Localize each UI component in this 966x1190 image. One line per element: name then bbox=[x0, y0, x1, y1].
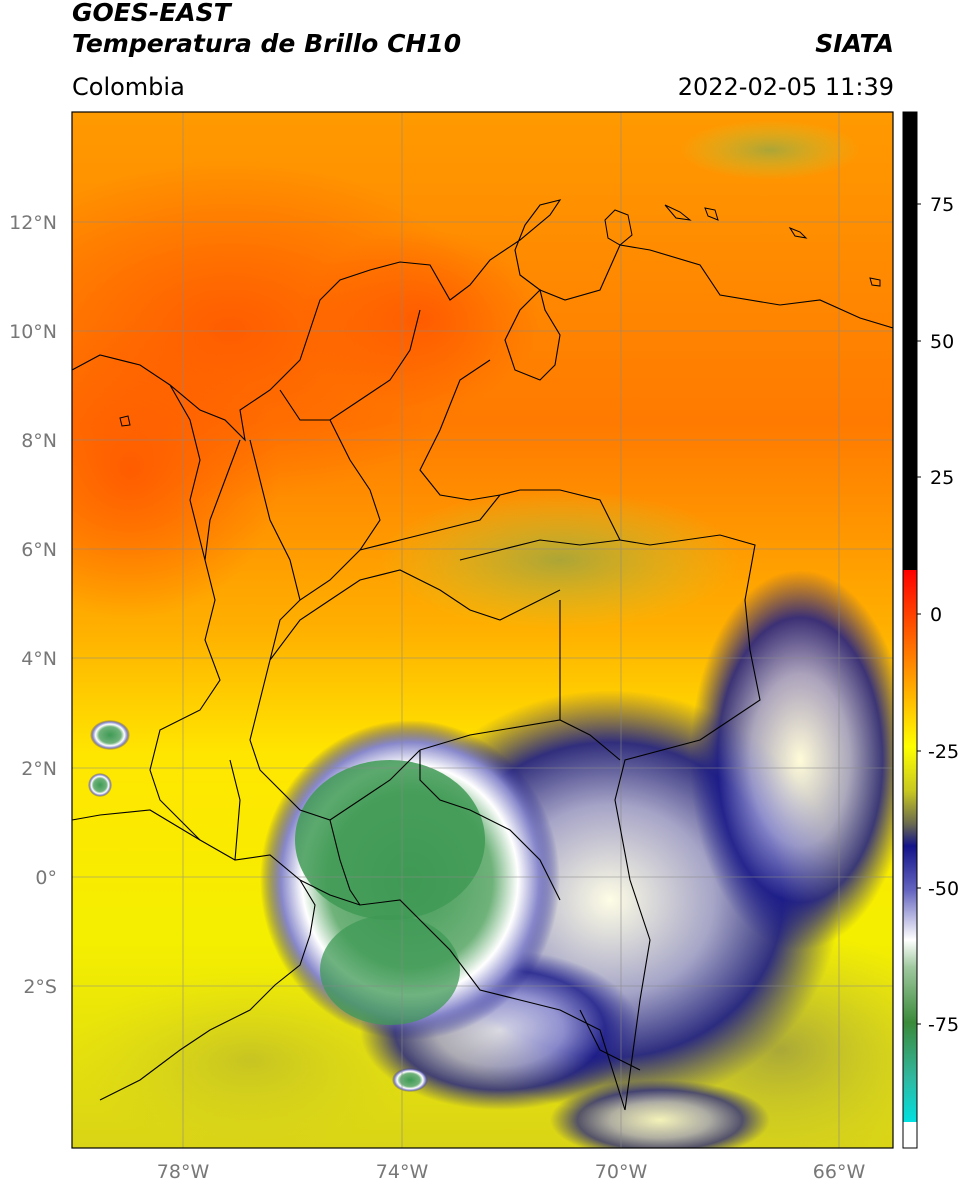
satellite-image bbox=[72, 112, 893, 1148]
satellite-title: GOES-EAST bbox=[72, 0, 231, 27]
longitude-labels: 78°W 74°W 70°W 66°W bbox=[157, 1161, 866, 1183]
product-title: Temperatura de Brillo CH10 bbox=[72, 29, 462, 58]
coastlines-borders bbox=[72, 199, 893, 1111]
lon-label: 78°W bbox=[157, 1161, 210, 1183]
organization-label: SIATA bbox=[815, 29, 894, 58]
colorbar-label: -50 bbox=[928, 878, 959, 900]
lat-label: 6°N bbox=[21, 539, 57, 561]
lat-label: 4°N bbox=[21, 648, 57, 670]
datetime-label: 2022-02-05 11:39 bbox=[677, 73, 894, 101]
lat-label: 10°N bbox=[9, 321, 57, 343]
colorbar-label: 50 bbox=[930, 331, 954, 353]
region-label: Colombia bbox=[72, 73, 185, 101]
lat-label: 12°N bbox=[9, 212, 57, 234]
lat-label: 8°N bbox=[21, 430, 57, 452]
colorbar-label: 75 bbox=[930, 194, 954, 216]
map-frame bbox=[71, 111, 894, 1149]
colorbar-white-segment bbox=[903, 1122, 917, 1148]
lon-label: 70°W bbox=[595, 1161, 648, 1183]
colorbar-label: -75 bbox=[928, 1014, 959, 1036]
colorbar-label: -25 bbox=[928, 741, 959, 763]
lon-label: 66°W bbox=[813, 1161, 866, 1183]
latitude-labels: 12°N 10°N 8°N 6°N 4°N 2°N 0° 2°S bbox=[9, 212, 57, 998]
lat-label: 0° bbox=[35, 867, 57, 889]
islands bbox=[119, 204, 881, 427]
lat-label: 2°N bbox=[21, 758, 57, 780]
colorbar-label: 25 bbox=[930, 467, 954, 489]
graticule bbox=[72, 112, 893, 1148]
colorbar-gradient bbox=[903, 570, 917, 1122]
lon-label: 74°W bbox=[376, 1161, 429, 1183]
colorbar-frame bbox=[902, 111, 918, 1149]
colorbar-label: 0 bbox=[930, 604, 942, 626]
colorbar-black-segment bbox=[903, 112, 917, 570]
lat-label: 2°S bbox=[23, 976, 57, 998]
colorbar: 75 50 25 0 -25 -50 -75 bbox=[902, 111, 959, 1149]
